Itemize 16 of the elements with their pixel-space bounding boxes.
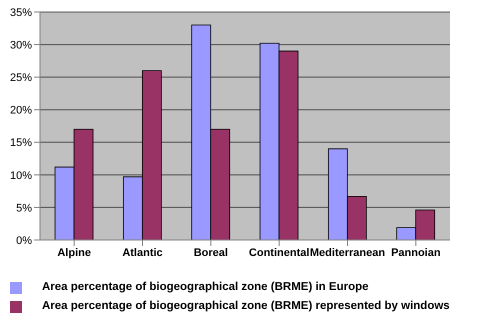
x-tick-label: Boreal <box>194 246 228 259</box>
x-tick-label: Pannoian <box>391 246 441 259</box>
y-tick-label: 25% <box>10 72 32 84</box>
x-tick-label: Alpine <box>57 246 91 259</box>
legend-label: Area percentage of biogeographical zone (BRME) represented by windows <box>42 299 450 314</box>
y-tick-label: 30% <box>10 39 32 52</box>
x-tick-label: Continental <box>248 246 310 259</box>
legend-label: Area percentage of biogeographical zone (BRME) in Europe <box>42 280 369 295</box>
x-tick-label: Mediterranean <box>310 246 386 259</box>
y-tick-label: 5% <box>16 202 32 214</box>
y-tick-label: 15% <box>10 137 32 150</box>
y-tick-label: 35% <box>10 6 32 19</box>
y-tick-label: 0% <box>16 234 32 247</box>
y-tick-label: 20% <box>10 104 32 117</box>
x-tick-label: Atlantic <box>122 246 163 259</box>
y-tick-label: 10% <box>10 170 32 182</box>
